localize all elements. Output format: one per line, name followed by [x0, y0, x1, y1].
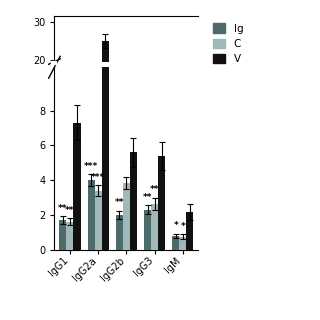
Legend: Ig, C, V: Ig, C, V: [211, 21, 245, 67]
Text: **: **: [143, 193, 152, 202]
Bar: [67, 222, 74, 250]
Bar: [172, 236, 179, 250]
Text: **: **: [65, 206, 75, 215]
Bar: [88, 180, 95, 250]
Bar: [102, 67, 109, 250]
Bar: [130, 152, 137, 250]
Bar: [187, 212, 194, 250]
Bar: [151, 204, 158, 250]
Bar: [116, 215, 123, 250]
Bar: [59, 220, 67, 250]
Text: **: **: [115, 198, 124, 207]
Text: **: **: [150, 185, 159, 194]
Bar: [95, 191, 102, 250]
Bar: [74, 123, 81, 250]
Bar: [102, 41, 109, 61]
Bar: [179, 236, 187, 250]
Text: *: *: [180, 222, 185, 231]
Bar: [144, 210, 151, 250]
Bar: [158, 156, 165, 250]
Bar: [123, 183, 130, 250]
Text: ***: ***: [91, 173, 105, 182]
Text: ***: ***: [84, 162, 98, 171]
Text: **: **: [58, 204, 68, 212]
Text: *: *: [173, 221, 178, 230]
